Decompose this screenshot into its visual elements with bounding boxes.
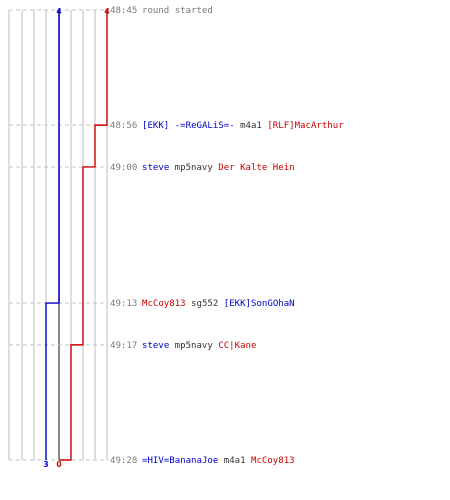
blue-final-score: 3 xyxy=(43,460,48,469)
victim-name: [EKK]SonGOhaN xyxy=(224,299,295,309)
event-time: 49:28 xyxy=(110,456,137,466)
killer-name: [EKK] -=ReGALiS=- xyxy=(142,121,235,131)
killer-name: steve xyxy=(142,341,169,351)
event-entry: 48:56 [EKK] -=ReGALiS=- m4a1 [RLF]MacArthur xyxy=(110,121,344,131)
score-series xyxy=(45,10,108,461)
event-time: 49:00 xyxy=(110,163,137,173)
red-team-series xyxy=(59,10,108,461)
victim-name: [RLF]MacArthur xyxy=(267,121,344,131)
event-entry: 49:13 McCoy813 sg552 [EKK]SonGOhaN xyxy=(110,299,295,309)
event-entry: 49:17 steve mp5navy CC|Kane xyxy=(110,341,256,351)
killer-name: steve xyxy=(142,163,169,173)
blue-start-score: 4 xyxy=(56,7,61,16)
event-time: 49:13 xyxy=(110,299,137,309)
event-entry: 48:45 round started xyxy=(110,6,213,16)
weapon-name: m4a1 xyxy=(240,121,262,131)
killer-name: McCoy813 xyxy=(142,299,186,309)
event-time: 49:17 xyxy=(110,341,137,351)
weapon-name: mp5navy xyxy=(175,163,214,173)
blue-team-series xyxy=(45,10,60,460)
grid-lines xyxy=(8,10,108,460)
event-message: round started xyxy=(142,6,213,16)
weapon-name: m4a1 xyxy=(224,456,246,466)
red-start-score: 4 xyxy=(104,7,109,16)
victim-name: McCoy813 xyxy=(251,456,295,466)
killer-name: =HIV=BananaJoe xyxy=(142,456,218,466)
victim-name: CC|Kane xyxy=(218,341,256,351)
event-time: 48:45 xyxy=(110,6,137,16)
victim-name: Der Kalte Hein xyxy=(218,163,294,173)
event-entry: 49:00 steve mp5navy Der Kalte Hein xyxy=(110,163,295,173)
event-log: 48:45 round started 48:56 [EKK] -=ReGALiS=-… xyxy=(110,6,344,466)
weapon-name: sg552 xyxy=(191,299,218,309)
score-labels: 4 4 3 0 xyxy=(43,7,109,469)
event-entry: 49:28 =HIV=BananaJoe m4a1 McCoy813 xyxy=(110,456,295,466)
weapon-name: mp5navy xyxy=(175,341,214,351)
event-time: 48:56 xyxy=(110,121,137,131)
red-final-score: 0 xyxy=(56,460,61,469)
